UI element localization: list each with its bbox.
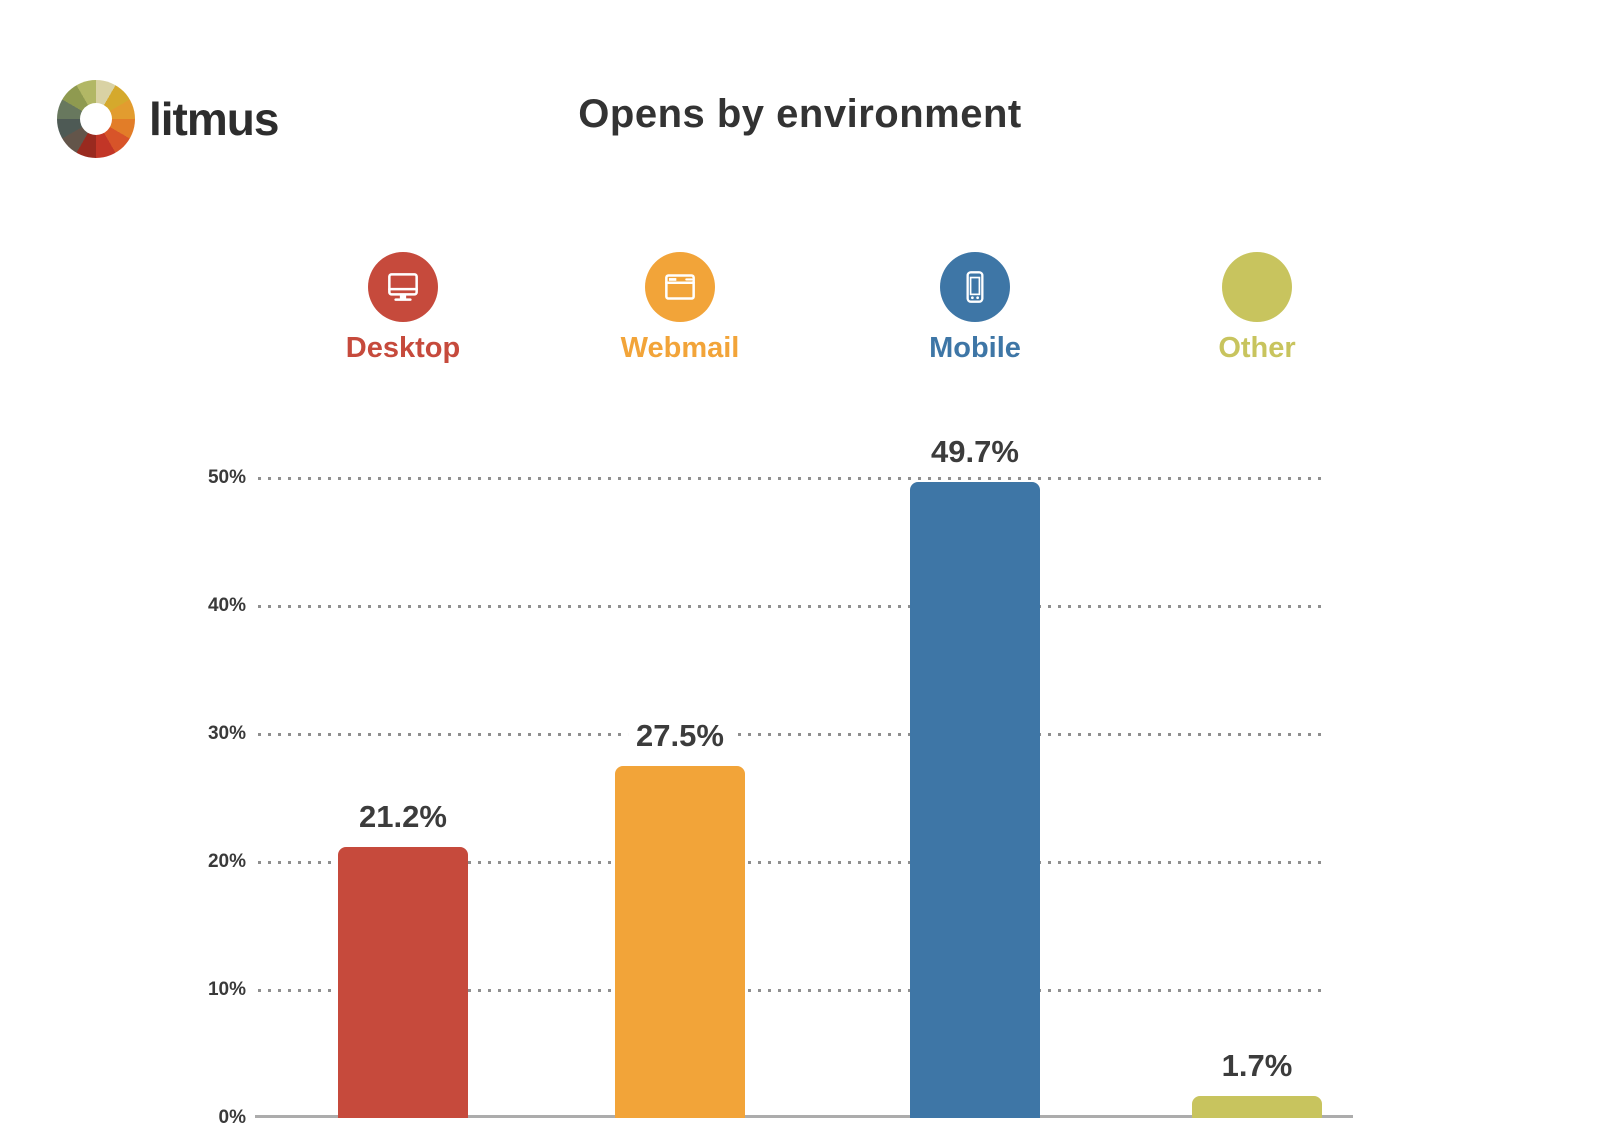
- legend-label-desktop: Desktop: [345, 332, 461, 364]
- legend-item-webmail: Webmail: [570, 252, 790, 365]
- y-tick-label: 40%: [207, 595, 246, 616]
- y-tick-label: 10%: [207, 979, 246, 1000]
- desktop-icon: [368, 252, 438, 322]
- y-tick-label: 30%: [207, 723, 246, 744]
- plain-circle: [1222, 252, 1292, 322]
- legend-item-other: Other: [1147, 252, 1367, 365]
- webmail-icon: [645, 252, 715, 322]
- y-tick-label: 0%: [218, 1107, 246, 1128]
- chart-title: Opens by environment: [578, 92, 1022, 136]
- litmus-logo-text: litmus: [149, 93, 279, 145]
- x-axis-line: [255, 1115, 1353, 1118]
- litmus-logo: litmus: [57, 80, 279, 158]
- bar-other: [1192, 1096, 1322, 1118]
- bar-webmail: [615, 766, 745, 1118]
- y-tick-label: 20%: [207, 851, 246, 872]
- litmus-wheel-icon: [57, 80, 135, 158]
- bar-mobile: [910, 481, 1040, 1118]
- wheel-hole: [80, 103, 112, 135]
- gridline-30%: [258, 733, 1323, 736]
- legend-label-webmail: Webmail: [620, 332, 740, 364]
- gridline-40%: [258, 605, 1323, 608]
- value-label-other: 1.7%: [1213, 1048, 1301, 1085]
- gridline-50%: [258, 477, 1323, 480]
- value-label-mobile: 49.7%: [923, 433, 1027, 470]
- value-label-desktop: 21.2%: [351, 798, 455, 835]
- legend-label-other: Other: [1218, 332, 1296, 364]
- legend-item-desktop: Desktop: [293, 252, 513, 365]
- y-tick-label: 50%: [207, 467, 246, 488]
- value-label-webmail: 27.5%: [628, 718, 732, 754]
- bar-desktop: [338, 846, 468, 1118]
- legend-label-mobile: Mobile: [929, 332, 1021, 364]
- gridline-20%: [258, 861, 1323, 864]
- mobile-icon: [940, 252, 1010, 322]
- gridline-10%: [258, 989, 1323, 992]
- legend-item-mobile: Mobile: [865, 252, 1085, 365]
